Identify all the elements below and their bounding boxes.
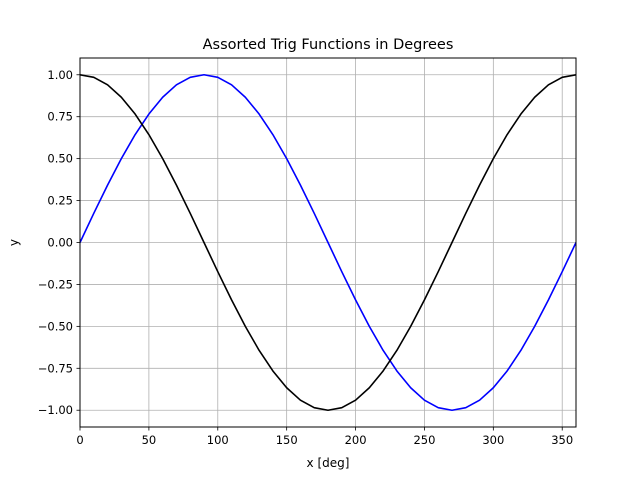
y-tick-label: −0.75 [38,361,73,375]
y-tick-label: 0.00 [47,236,73,250]
y-tick-label: 1.00 [47,68,73,82]
y-tick-label: −0.25 [38,277,73,291]
tick-layer: 0 50 100 150 200 250 300 350 −1.00 −0.75 −0.50 −0.2… [38,68,573,447]
x-tick-label: 0 [76,433,83,447]
x-tick-label: 100 [207,433,229,447]
x-tick-label: 300 [482,433,504,447]
grid-layer [79,58,576,427]
y-tick-label: −0.50 [38,319,73,333]
chart-title: Assorted Trig Functions in Degrees [203,37,454,53]
series-line-0 [80,73,576,412]
x-tick-label: 150 [276,433,298,447]
series-layer [80,73,576,412]
y-tick-label: −1.00 [38,403,73,417]
x-tick-label: 200 [345,433,367,447]
x-tick-label: 350 [551,433,573,447]
x-tick-label: 50 [142,433,157,447]
y-tick-label: 0.50 [47,152,73,166]
y-axis-label: y [7,239,21,246]
x-axis-label: x [deg] [307,456,350,470]
x-tick-label: 250 [413,433,435,447]
series-line-1 [80,73,576,412]
y-tick-label: 0.75 [47,110,73,124]
y-tick-label: 0.25 [47,194,73,208]
